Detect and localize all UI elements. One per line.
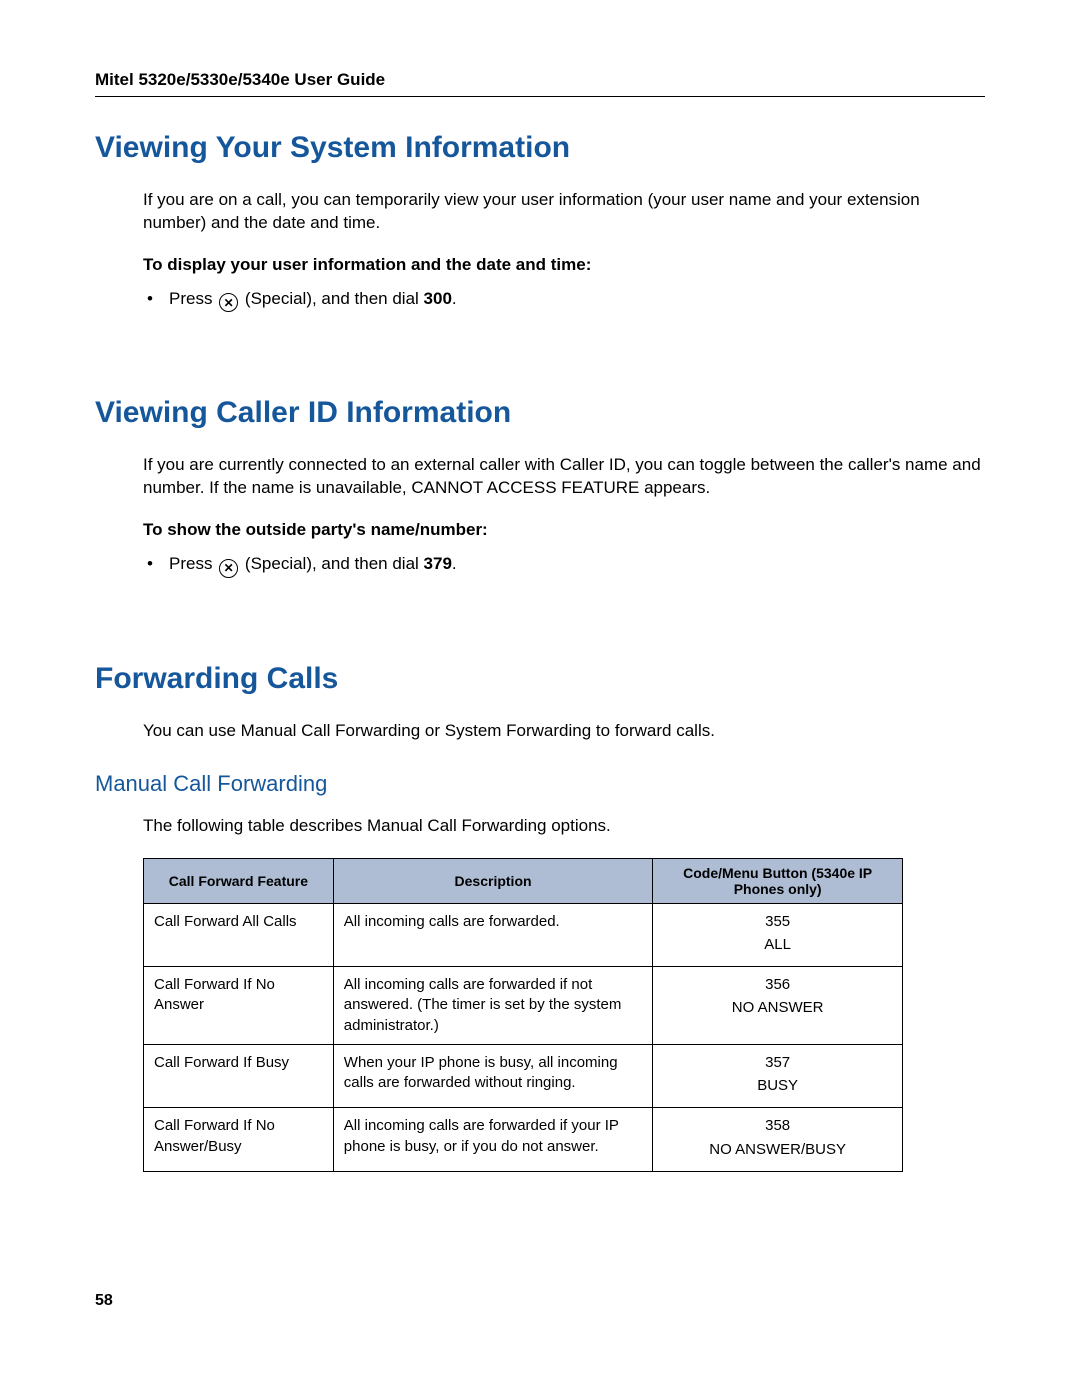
cell-code: 356NO ANSWER [653, 967, 903, 1045]
cell-description: When your IP phone is busy, all incoming… [333, 1044, 652, 1108]
th-feature: Call Forward Feature [144, 858, 334, 903]
cell-feature: Call Forward If No Answer/Busy [144, 1108, 334, 1172]
cell-code: 355ALL [653, 903, 903, 967]
bullet-system-info: Press ✕ (Special), and then dial 300. [143, 287, 985, 313]
subhead-system-info: To display your user information and the… [143, 255, 985, 275]
page-number: 58 [95, 1292, 985, 1310]
special-key-icon: ✕ [219, 559, 238, 578]
cell-feature: Call Forward If Busy [144, 1044, 334, 1108]
th-description: Description [333, 858, 652, 903]
table-row: Call Forward If BusyWhen your IP phone i… [144, 1044, 903, 1108]
cell-feature: Call Forward All Calls [144, 903, 334, 967]
subheading-manual-forwarding: Manual Call Forwarding [95, 771, 985, 797]
special-key-icon: ✕ [219, 293, 238, 312]
intro-forwarding: You can use Manual Call Forwarding or Sy… [143, 720, 985, 743]
cell-feature: Call Forward If No Answer [144, 967, 334, 1045]
cell-description: All incoming calls are forwarded if your… [333, 1108, 652, 1172]
cell-code: 357BUSY [653, 1044, 903, 1108]
section-heading-system-info: Viewing Your System Information [95, 131, 985, 165]
section-heading-caller-id: Viewing Caller ID Information [95, 396, 985, 430]
table-row: Call Forward All CallsAll incoming calls… [144, 903, 903, 967]
subhead-caller-id: To show the outside party's name/number: [143, 520, 985, 540]
bullet-caller-id: Press ✕ (Special), and then dial 379. [143, 552, 985, 578]
table-row: Call Forward If No Answer/BusyAll incomi… [144, 1108, 903, 1172]
section-heading-forwarding: Forwarding Calls [95, 662, 985, 696]
intro-caller-id: If you are currently connected to an ext… [143, 454, 985, 500]
intro-system-info: If you are on a call, you can temporaril… [143, 189, 985, 235]
cell-code: 358NO ANSWER/BUSY [653, 1108, 903, 1172]
table-row: Call Forward If No AnswerAll incoming ca… [144, 967, 903, 1045]
cell-description: All incoming calls are forwarded. [333, 903, 652, 967]
th-code: Code/Menu Button (5340e IP Phones only) [653, 858, 903, 903]
call-forward-table: Call Forward Feature Description Code/Me… [143, 858, 903, 1172]
subintro-manual-forwarding: The following table describes Manual Cal… [143, 815, 985, 838]
cell-description: All incoming calls are forwarded if not … [333, 967, 652, 1045]
document-header: Mitel 5320e/5330e/5340e User Guide [95, 70, 985, 97]
